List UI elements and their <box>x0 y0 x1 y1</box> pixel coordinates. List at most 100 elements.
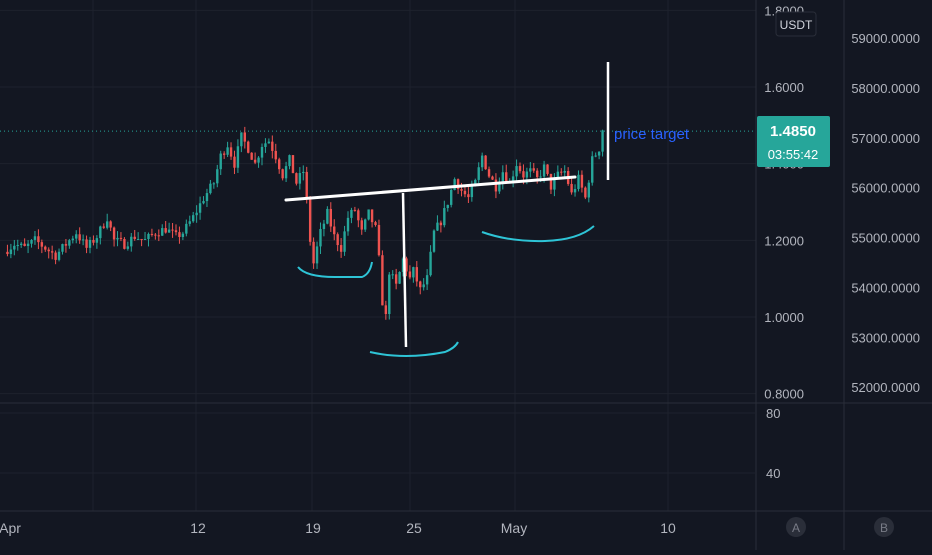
candle-body <box>23 243 26 247</box>
candle-body <box>370 209 374 223</box>
neckline <box>284 175 577 202</box>
candle-up <box>30 239 33 248</box>
time-axis-tick-label: 10 <box>660 520 676 536</box>
candle-body <box>422 284 425 288</box>
candle-body <box>257 157 260 163</box>
candle-body <box>498 183 501 192</box>
candle-down <box>491 175 494 180</box>
candle-body <box>164 228 167 233</box>
candle-down <box>505 164 508 184</box>
candle-body <box>587 182 590 198</box>
candle-body <box>518 166 522 172</box>
candle-down <box>64 238 68 253</box>
candle-body <box>143 239 147 241</box>
candle-up <box>288 154 291 170</box>
candle-body <box>374 222 377 226</box>
candle-up <box>106 213 109 230</box>
candle-up <box>68 238 71 249</box>
candle-down <box>247 140 250 154</box>
candle-body <box>195 212 198 216</box>
candle-body <box>133 236 136 240</box>
candle-down <box>157 229 160 242</box>
candle-up <box>130 232 133 252</box>
candle-down <box>494 173 498 199</box>
candle-up <box>26 240 30 254</box>
candle-up <box>391 270 394 280</box>
candle-body <box>333 226 336 235</box>
candle-body <box>463 190 467 195</box>
candle-body <box>212 183 216 185</box>
drawings[interactable] <box>284 62 610 357</box>
candle-body <box>250 152 253 160</box>
candle-body <box>61 244 64 252</box>
candle-up <box>143 231 147 241</box>
candle-body <box>412 267 415 278</box>
candle-body <box>274 150 277 160</box>
candle-body <box>157 235 160 237</box>
candle-down <box>374 220 377 227</box>
candle-body <box>308 199 312 242</box>
candle-body <box>219 153 222 170</box>
candle-up <box>453 177 456 191</box>
candle-body <box>398 271 401 284</box>
annotation-price-target[interactable]: price target <box>614 126 690 143</box>
candle-up <box>298 167 302 190</box>
candle-up <box>116 231 119 247</box>
oscillator-axis[interactable]: 80 40 <box>0 406 780 481</box>
candle-down <box>295 172 298 186</box>
candle-body <box>302 171 305 174</box>
candle-body <box>408 271 412 278</box>
left-axis-tick-label: 1.6000 <box>764 80 804 95</box>
last-price-label: 1.4850 03:55:42 <box>757 116 830 167</box>
candle-body <box>439 222 443 226</box>
right-price-axis[interactable]: 59000.0000 58000.0000 57000.0000 56000.0000… <box>851 31 920 395</box>
candle-body <box>343 231 346 252</box>
last-price-countdown: 03:55:42 <box>768 147 819 162</box>
candle-up <box>553 173 556 197</box>
candle-body <box>185 223 188 234</box>
candle-body <box>480 155 484 168</box>
candle-down <box>133 229 136 241</box>
candle-down <box>23 238 26 247</box>
candle-body <box>580 174 584 188</box>
candle-up <box>95 235 99 249</box>
candle-down <box>37 229 40 250</box>
candle-up <box>195 205 198 223</box>
candle-body <box>140 238 143 240</box>
candle-down <box>546 164 549 176</box>
candle-body <box>202 201 205 204</box>
candle-up <box>498 177 501 194</box>
candle-body <box>477 167 480 180</box>
candle-up <box>81 234 85 246</box>
head-curve <box>369 341 459 357</box>
candle-body <box>305 171 308 200</box>
candle-body <box>529 168 532 172</box>
candle-up <box>429 245 432 277</box>
candle-down <box>154 232 157 240</box>
candles[interactable] <box>6 126 604 320</box>
candle-body <box>594 155 597 157</box>
scale-button-b[interactable]: B <box>874 517 894 537</box>
candle-body <box>319 228 322 247</box>
candle-body <box>298 173 302 184</box>
candle-body <box>525 171 529 178</box>
candle-body <box>577 174 580 190</box>
candle-body <box>33 236 37 240</box>
candle-up <box>260 143 264 166</box>
candle-down <box>271 135 274 159</box>
currency-badge[interactable]: USDT <box>775 11 817 37</box>
scale-button-a[interactable]: A <box>786 517 806 537</box>
candle-body <box>570 183 573 193</box>
candle-down <box>291 155 295 174</box>
time-axis[interactable]: Apr 12 19 25 May 10 <box>0 520 676 536</box>
candle-down <box>463 185 467 198</box>
candle-body <box>391 274 394 276</box>
candle-body <box>64 244 68 246</box>
candle-body <box>161 228 164 236</box>
candle-down <box>54 250 57 265</box>
candle-body <box>44 246 47 250</box>
candle-body <box>198 203 202 213</box>
candle-down <box>439 220 443 233</box>
candle-up <box>219 150 222 175</box>
candle-body <box>278 159 281 170</box>
